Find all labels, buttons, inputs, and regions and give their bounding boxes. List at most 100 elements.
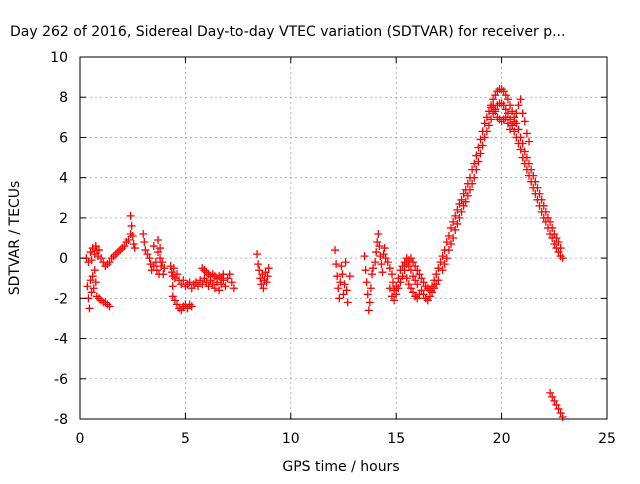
data-point: [387, 292, 396, 301]
data-point: [489, 109, 498, 118]
data-point: [91, 278, 100, 287]
data-point: [552, 244, 561, 253]
data-point: [366, 284, 375, 293]
data-point: [434, 276, 443, 285]
data-point: [263, 272, 272, 281]
data-point: [516, 145, 525, 154]
data-point: [338, 270, 347, 279]
data-point: [522, 165, 531, 174]
data-point: [554, 404, 563, 413]
data-point: [474, 157, 483, 166]
data-point: [472, 165, 481, 174]
data-point: [409, 288, 418, 297]
data-point: [428, 288, 437, 297]
data-point: [514, 101, 523, 110]
data-point: [128, 231, 137, 240]
data-point: [518, 153, 527, 162]
data-point: [175, 304, 184, 313]
data-point: [343, 298, 352, 307]
data-point: [94, 294, 103, 303]
data-point: [546, 229, 555, 238]
data-point: [341, 258, 350, 267]
data-point: [336, 278, 345, 287]
data-point: [411, 276, 420, 285]
data-point: [474, 143, 483, 152]
data-point: [94, 246, 103, 255]
data-point: [101, 262, 110, 271]
data-point: [381, 254, 390, 263]
data-point: [451, 225, 460, 234]
data-point: [156, 244, 165, 253]
data-point: [489, 101, 498, 110]
data-point: [487, 115, 496, 124]
data-point: [257, 280, 266, 289]
data-point: [522, 129, 531, 138]
data-point: [183, 304, 192, 313]
data-point: [256, 274, 265, 283]
data-point: [208, 280, 217, 289]
data-point: [113, 248, 122, 257]
data-point: [379, 250, 388, 259]
data-point: [453, 205, 462, 214]
data-point: [413, 294, 422, 303]
data-point: [442, 254, 451, 263]
data-point: [90, 266, 99, 275]
data-point: [111, 250, 120, 259]
data-point: [168, 272, 177, 281]
data-point: [548, 392, 557, 401]
data-point: [455, 213, 464, 222]
data-point: [503, 119, 512, 128]
data-point: [455, 199, 464, 208]
data-point: [432, 270, 441, 279]
data-point: [202, 278, 211, 287]
data-point: [461, 197, 470, 206]
y-tick-label: 8: [59, 90, 68, 106]
x-tick-label: 15: [387, 431, 405, 447]
data-point: [198, 280, 207, 289]
y-tick-label: -4: [54, 332, 68, 348]
data-point: [558, 254, 567, 263]
data-point: [360, 252, 369, 261]
data-point: [442, 238, 451, 247]
data-point: [482, 127, 491, 136]
data-point: [394, 284, 403, 293]
data-point: [392, 282, 401, 291]
data-point: [394, 274, 403, 283]
y-tick-label: 2: [59, 211, 68, 227]
data-point: [105, 258, 114, 267]
data-point: [510, 127, 519, 136]
data-point: [449, 217, 458, 226]
data-point: [497, 99, 506, 108]
data-point: [377, 260, 386, 269]
data-point: [400, 258, 409, 267]
data-point: [503, 95, 512, 104]
data-point: [83, 282, 92, 291]
data-point: [367, 270, 376, 279]
data-point: [191, 278, 200, 287]
data-point: [373, 238, 382, 247]
data-point: [103, 300, 112, 309]
data-point: [406, 284, 415, 293]
data-point: [362, 278, 371, 287]
data-point: [508, 107, 517, 116]
data-point: [499, 87, 508, 96]
data-point: [339, 290, 348, 299]
data-point: [253, 250, 262, 259]
data-point: [491, 91, 500, 100]
data-point: [335, 294, 344, 303]
data-point: [179, 302, 188, 311]
data-point: [364, 306, 373, 315]
data-point: [156, 254, 165, 263]
data-point: [404, 262, 413, 271]
data-point: [385, 284, 394, 293]
data-point: [556, 408, 565, 417]
data-point: [449, 234, 458, 242]
data-point: [396, 278, 405, 287]
axis-ticks: 0 5 10 15 20 25 -8 -6 -4 -2 0 2 4 6 8 10: [50, 50, 616, 447]
data-point: [520, 159, 529, 168]
data-point: [421, 294, 430, 303]
data-point: [374, 229, 383, 238]
data-point: [552, 400, 561, 409]
data-point: [127, 221, 136, 230]
data-point: [92, 292, 101, 301]
